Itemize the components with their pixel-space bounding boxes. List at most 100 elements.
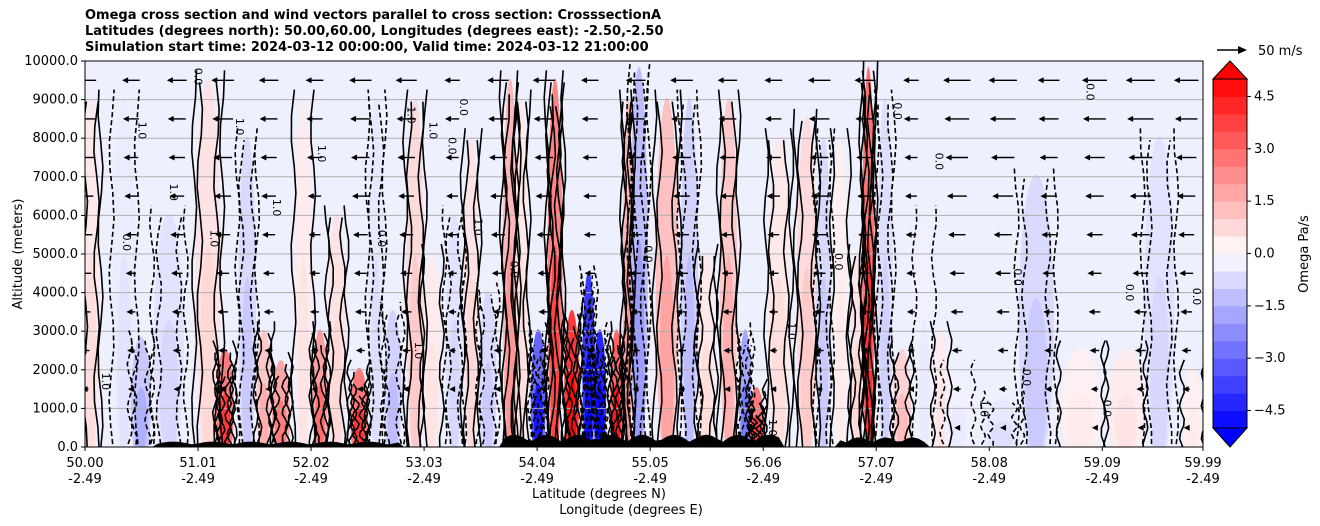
wind-vector-head xyxy=(173,386,180,393)
omega-contour-line xyxy=(979,390,987,447)
omega-contour-line xyxy=(462,140,470,447)
wind-vector-head xyxy=(399,231,406,238)
wind-vector-head xyxy=(538,308,545,315)
wind-vector-head xyxy=(720,193,727,200)
colorbar-segment xyxy=(1213,358,1247,377)
wind-vector-head xyxy=(904,193,911,200)
omega-contour-line xyxy=(367,101,375,447)
omega-contour-line xyxy=(474,282,482,447)
wind-vector-head xyxy=(124,193,131,200)
colorbar-segment xyxy=(1213,183,1247,202)
x-tick-label-lat: 59.09 xyxy=(1084,456,1121,471)
x-tick-label-lat: 50.00 xyxy=(66,456,103,471)
omega-contour-line xyxy=(182,205,190,447)
omega-contour-line xyxy=(1172,128,1180,447)
omega-contour-line xyxy=(472,140,480,447)
omega-core xyxy=(683,255,695,447)
wind-vector-head xyxy=(906,308,913,315)
wind-vector-head xyxy=(673,193,680,200)
wind-vector-head xyxy=(122,77,129,84)
wind-vector-head xyxy=(945,154,952,161)
omega-contour-line xyxy=(576,301,584,447)
contour-label: 0.0 xyxy=(1020,369,1033,387)
wind-vector-head xyxy=(352,231,359,238)
x-tick-label-lat: 52.02 xyxy=(292,456,329,471)
wind-vector-head xyxy=(76,155,82,161)
omega-contour-line xyxy=(586,299,596,447)
y-tick-label: 7000.0 xyxy=(33,170,79,185)
colorbar-segment xyxy=(1213,340,1247,359)
wind-vector-head xyxy=(1127,115,1134,122)
omega-core xyxy=(1186,404,1200,447)
omega-contour-line xyxy=(564,337,574,447)
omega-contour-line xyxy=(908,340,915,447)
y-axis: 0.0 1000.0 2000.0 3000.0 4000.0 5000.0 6000.0 7… xyxy=(24,54,85,455)
omega-contour-line xyxy=(381,89,388,447)
omega-core xyxy=(880,255,890,447)
colorbar-segment xyxy=(1213,96,1247,115)
omega-contour-line xyxy=(190,70,198,447)
omega-contour-line xyxy=(655,101,664,447)
omega-contour-line xyxy=(249,140,257,447)
omega-contour-line xyxy=(327,217,335,447)
wind-vector-head xyxy=(992,193,999,200)
omega-contour-line xyxy=(144,340,152,447)
wind-vector-head xyxy=(125,270,132,277)
contour-label: 0.0 xyxy=(642,245,655,263)
wind-vector-head xyxy=(675,270,682,277)
wind-vector-head xyxy=(676,308,683,315)
wind-vector-head xyxy=(172,347,179,354)
wind-vector-head xyxy=(629,231,636,238)
omega-contour-line xyxy=(890,89,897,447)
wind-vector-head xyxy=(954,424,961,431)
wind-vector-head xyxy=(1133,308,1140,315)
wind-vector-head xyxy=(534,154,541,161)
omega-contour-line xyxy=(858,61,865,447)
x-tick-label-lon: -2.49 xyxy=(294,472,328,487)
wind-vector-head xyxy=(211,77,218,84)
omega-contour-line xyxy=(215,364,224,447)
omega-contour-line xyxy=(148,205,156,447)
omega-contour-line xyxy=(148,328,156,447)
wind-vector-head xyxy=(1044,347,1051,354)
omega-contour-line xyxy=(418,243,426,447)
wind-vector-head xyxy=(1183,424,1190,431)
omega-contour-line xyxy=(626,61,633,447)
omega-contour-line xyxy=(130,340,138,447)
omega-contour-line xyxy=(512,82,520,447)
wind-vector-head xyxy=(996,308,1003,315)
contour-label: 1.0 xyxy=(785,322,798,340)
wind-vector-head xyxy=(1090,386,1097,393)
wind-vector-head xyxy=(349,77,356,84)
wind-vector-head xyxy=(581,77,588,84)
wind-vector-head xyxy=(944,115,951,122)
omega-contour-line xyxy=(490,294,498,447)
wind-vector-head xyxy=(815,386,822,393)
omega-contour-line xyxy=(796,120,804,447)
colorbar-segment xyxy=(1213,236,1247,254)
wind-vector-head xyxy=(123,154,130,161)
wind-vector-head xyxy=(355,347,362,354)
omega-contour-line xyxy=(876,101,884,447)
x-tick-label-lat: 56.06 xyxy=(745,456,782,471)
wind-vector-head xyxy=(306,115,313,122)
wind-vector-head xyxy=(904,154,911,161)
omega-contour-line xyxy=(628,101,636,447)
wind-vector-head xyxy=(1129,193,1136,200)
wind-vector-head xyxy=(997,347,1004,354)
wind-vector-head xyxy=(219,386,226,393)
omega-core xyxy=(949,404,967,447)
omega-contour-line xyxy=(736,332,744,447)
wind-vector-head xyxy=(943,77,950,84)
omega-contour-line xyxy=(511,89,518,447)
wind-vector-head xyxy=(263,308,270,315)
omega-contour-line xyxy=(560,70,567,447)
wind-vector-head xyxy=(856,154,863,161)
contour-label: 1.0 xyxy=(207,230,220,248)
wind-vector-head xyxy=(1135,347,1142,354)
omega-contour-line xyxy=(730,101,739,447)
wind-vector-head xyxy=(264,347,271,354)
wind-vector-head xyxy=(1128,154,1135,161)
omega-contour-line xyxy=(1100,340,1107,447)
